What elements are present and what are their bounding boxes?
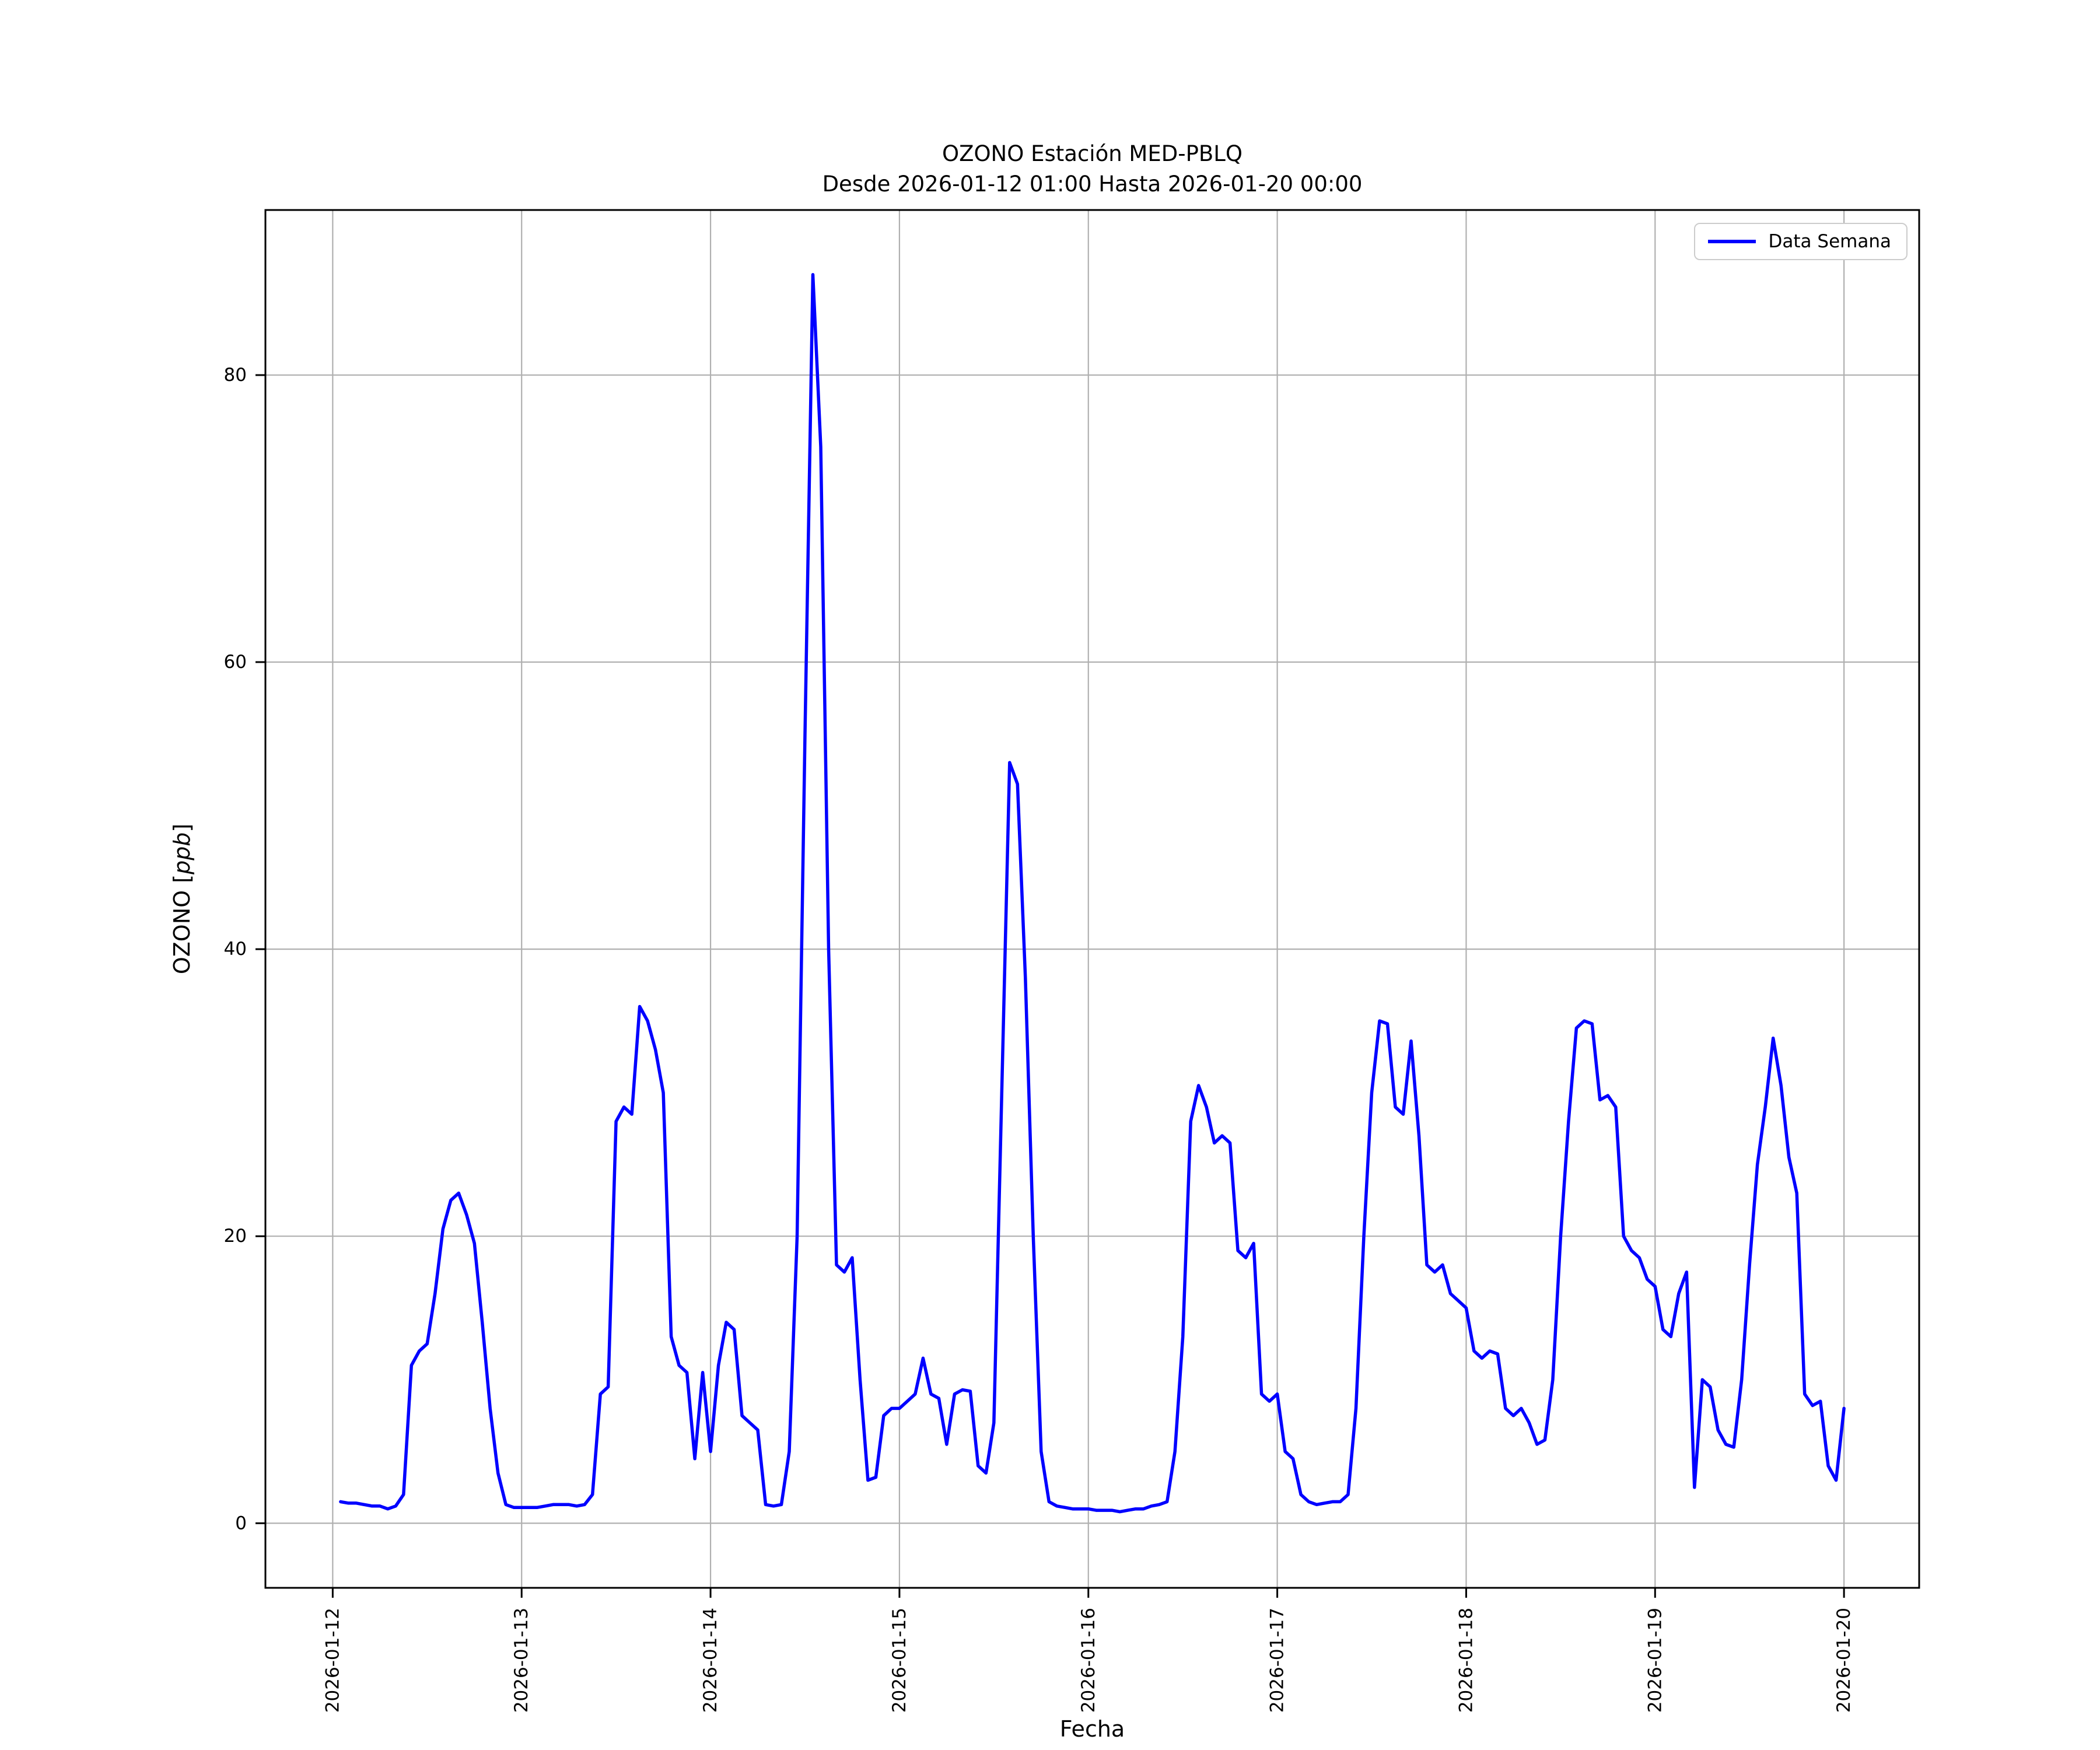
y-axis-label-suffix: ]	[169, 823, 195, 832]
x-tick-label: 2026-01-18	[1455, 1608, 1476, 1713]
x-axis-label: Fecha	[1059, 1716, 1125, 1742]
x-tick-label: 2026-01-13	[511, 1608, 532, 1713]
x-tick-label: 2026-01-20	[1833, 1608, 1854, 1713]
axes-spines	[264, 209, 1920, 1589]
y-tick-label: 0	[235, 1513, 247, 1534]
y-axis-label: OZONO [ppb]	[169, 824, 195, 974]
x-tick-label: 2026-01-12	[322, 1608, 343, 1713]
y-tick-label: 60	[224, 652, 247, 673]
y-tick-label: 20	[224, 1226, 247, 1247]
x-tick-label: 2026-01-16	[1078, 1608, 1099, 1713]
chart-subtitle: Desde 2026-01-12 01:00 Hasta 2026-01-20 …	[822, 172, 1363, 197]
data-line-series	[339, 272, 1846, 1514]
legend: Data Semana	[1693, 223, 1908, 260]
legend-label: Data Semana	[1768, 231, 1891, 252]
x-tick-label: 2026-01-19	[1644, 1608, 1665, 1713]
y-tick-label: 80	[224, 365, 247, 386]
x-tick-label: 2026-01-15	[889, 1608, 910, 1713]
legend-line-sample	[1707, 240, 1756, 243]
y-axis-label-unit: ppb	[169, 832, 195, 875]
x-tick-label: 2026-01-14	[700, 1608, 721, 1713]
y-axis-label-prefix: OZONO [	[169, 874, 195, 975]
x-tick-label: 2026-01-17	[1267, 1608, 1288, 1713]
chart-title: OZONO Estación MED-PBLQ	[942, 141, 1243, 166]
y-tick-label: 40	[224, 939, 247, 960]
